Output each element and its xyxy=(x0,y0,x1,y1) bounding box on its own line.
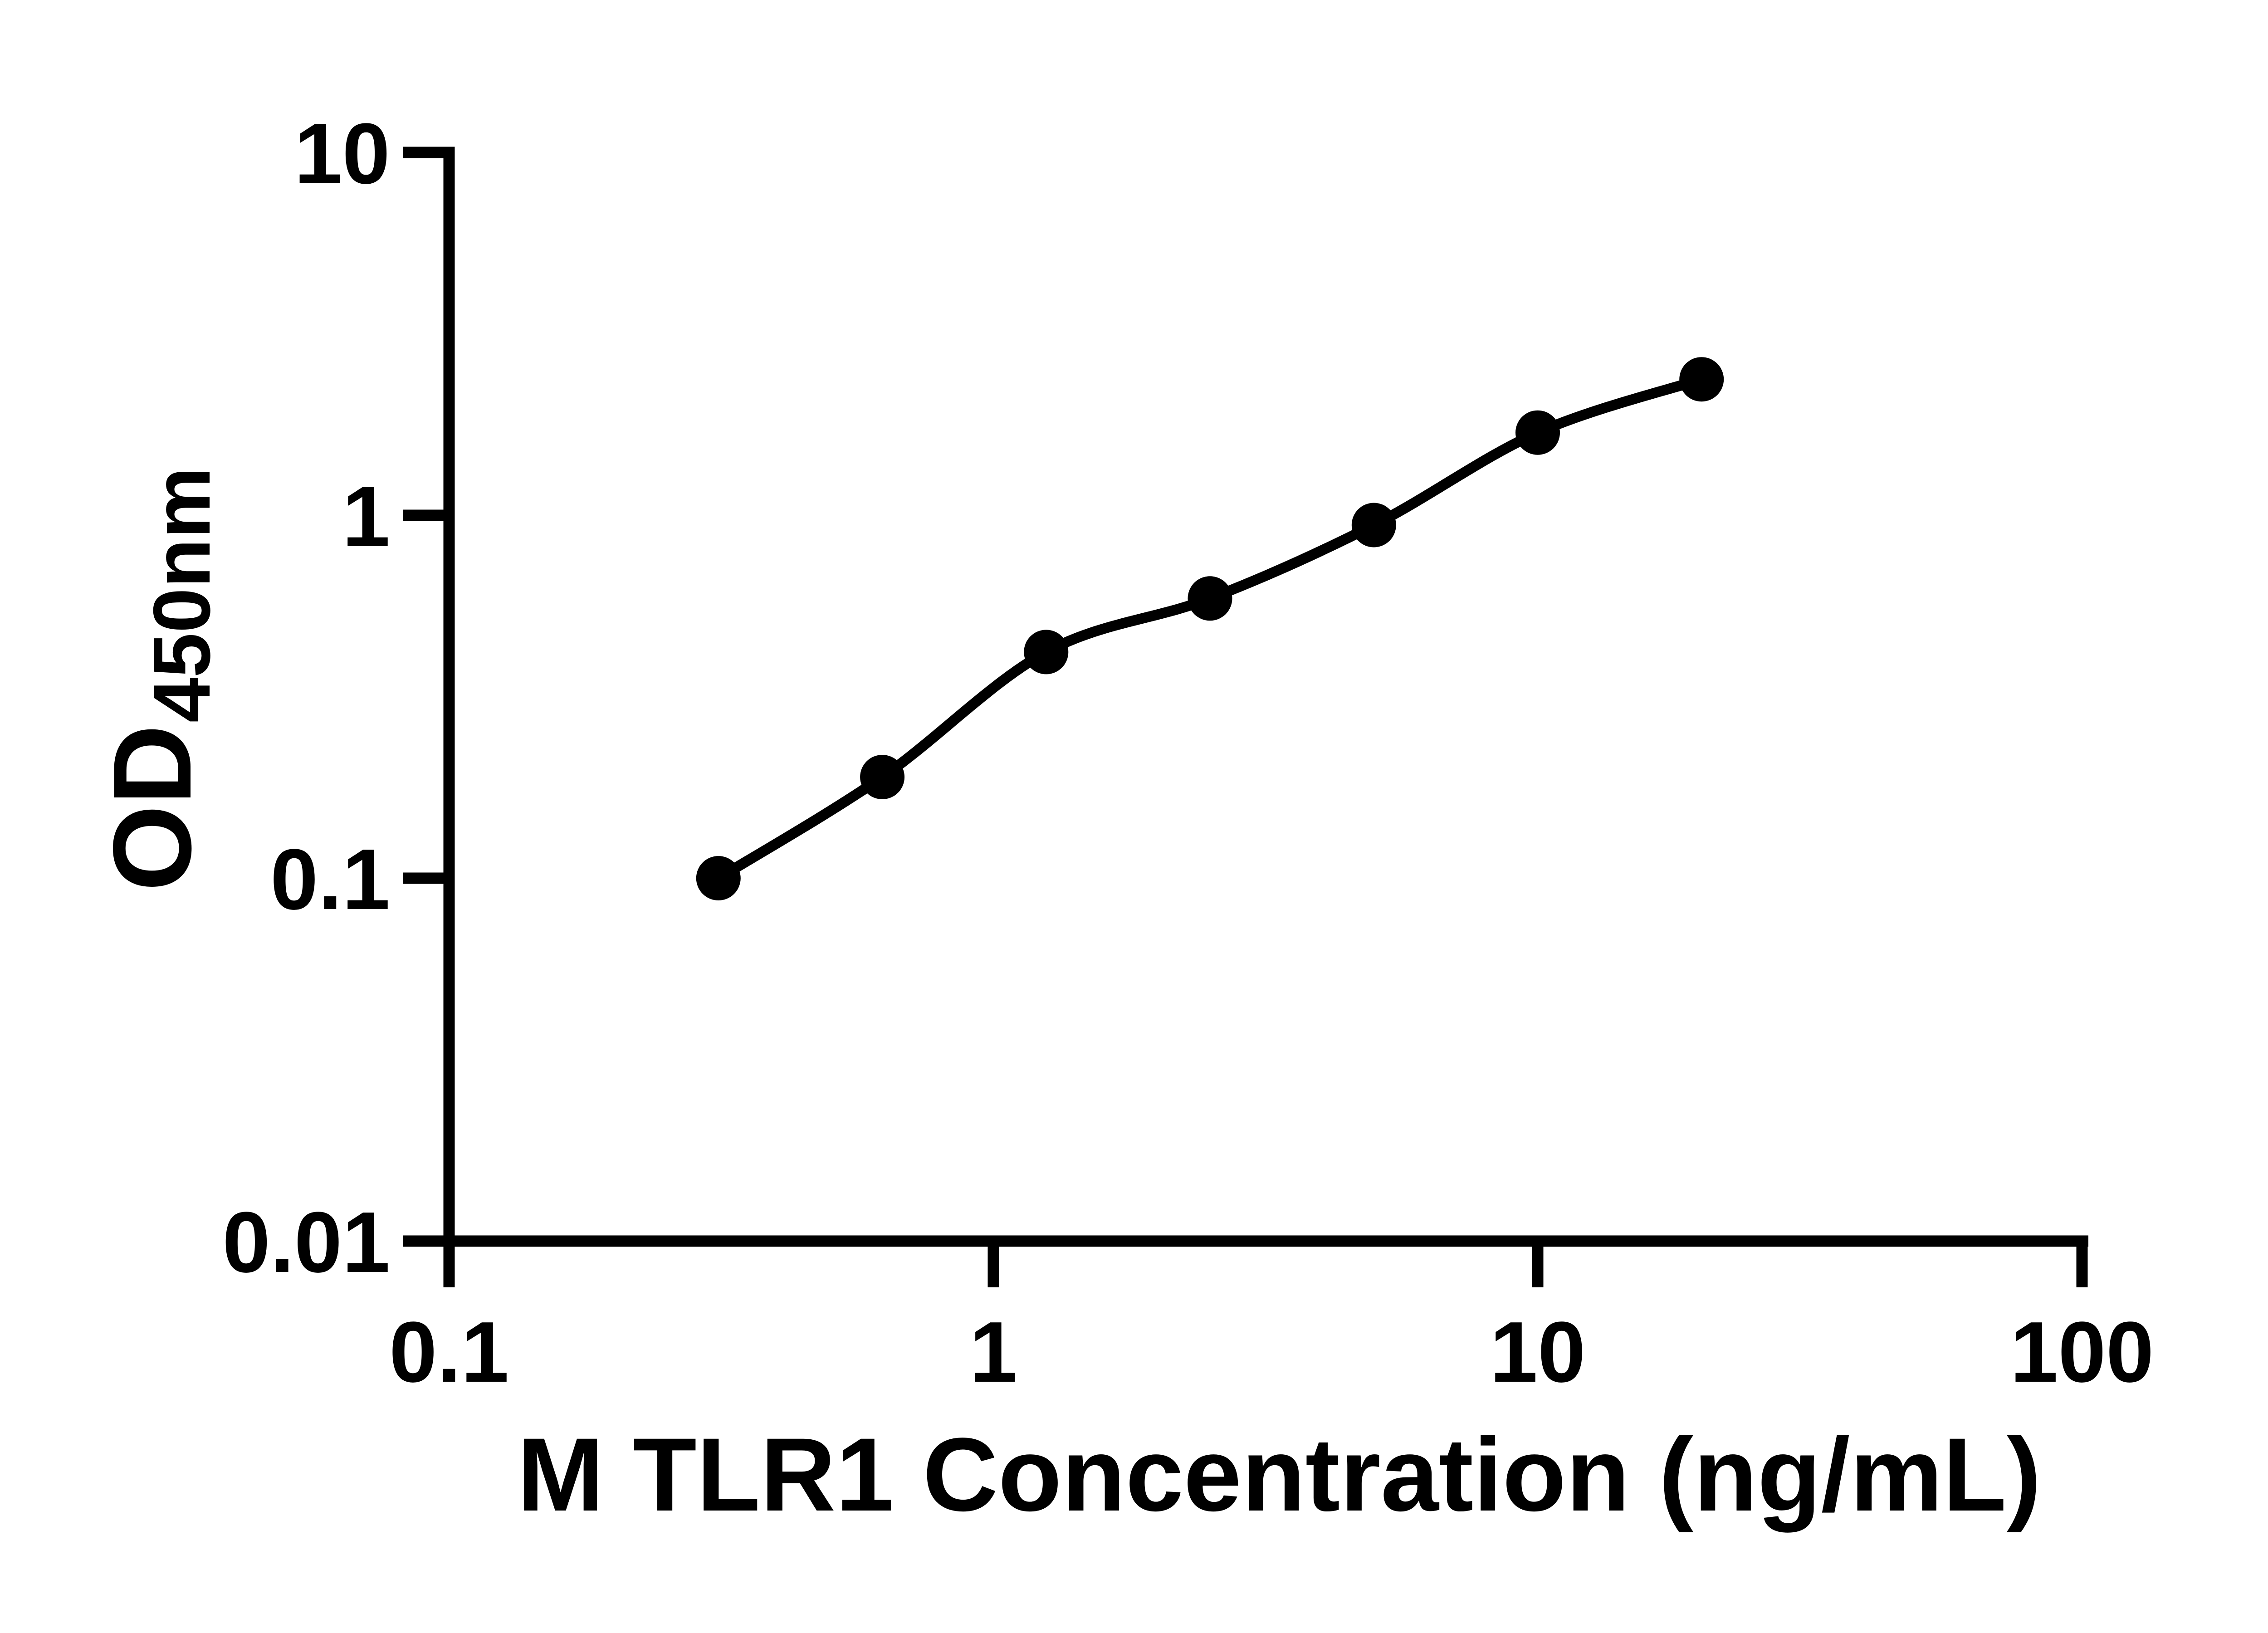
y-tick-label: 10 xyxy=(294,106,390,202)
data-point xyxy=(860,755,905,799)
standard-curve-line xyxy=(713,374,1707,884)
x-axis-title: M TLR1 Concentration (ng/mL) xyxy=(517,1416,2041,1533)
x-tick-label: 0.1 xyxy=(389,1304,509,1400)
x-tick-label: 100 xyxy=(2010,1304,2154,1400)
data-point xyxy=(1679,357,1724,402)
data-point xyxy=(696,856,741,900)
y-axis-title-subscript: 450nm xyxy=(137,467,227,723)
y-axis-title: OD 450nm xyxy=(90,467,227,891)
data-point xyxy=(1351,503,1396,548)
y-tick-label: 0.01 xyxy=(222,1194,390,1291)
y-tick-label: 1 xyxy=(342,469,390,565)
y-tick-label: 0.1 xyxy=(270,831,390,928)
data-points-group xyxy=(696,357,1724,900)
x-tick-label: 10 xyxy=(1490,1304,1585,1400)
tick-marks-group xyxy=(403,147,2088,1287)
data-point xyxy=(1024,630,1069,675)
x-tick-label: 1 xyxy=(969,1304,1017,1400)
data-point xyxy=(1515,410,1560,455)
tick-labels-group: 10 1 0.1 0.01 0.1 1 10 100 xyxy=(222,106,2154,1400)
y-axis-title-main: OD xyxy=(90,725,214,892)
data-point xyxy=(1188,576,1232,621)
